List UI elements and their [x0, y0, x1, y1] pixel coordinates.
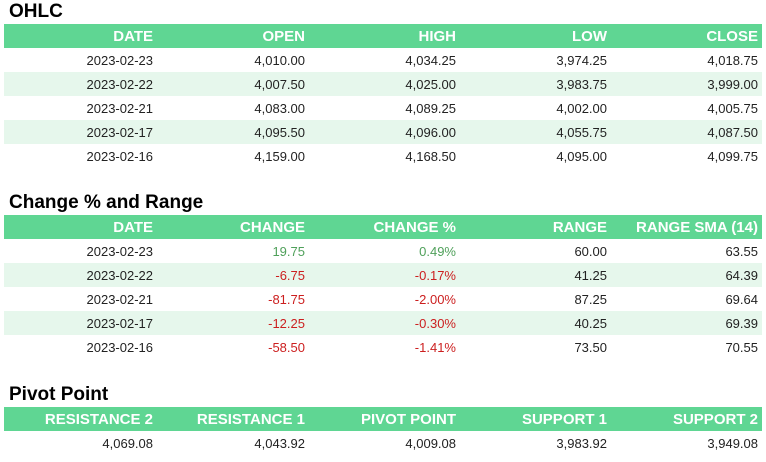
cell-range-sma: 70.55 — [725, 339, 758, 355]
ohlc-title: OHLC — [9, 1, 63, 22]
col-header-resistance-1: RESISTANCE 1 — [157, 407, 309, 431]
cell-open: 4,007.50 — [157, 72, 309, 96]
cell-low: 3,974.25 — [556, 52, 607, 68]
cell-date: 2023-02-21 — [86, 100, 154, 116]
cell-date: 2023-02-16 — [86, 339, 154, 355]
cell-range-sma: 69.39 — [611, 311, 762, 335]
cell-low: 4,002.00 — [556, 100, 607, 116]
col-header-change-pct: CHANGE % — [309, 215, 460, 239]
change-range-section: Change % and Range DATE CHANGE CHANGE % … — [4, 191, 762, 359]
cell-high: 4,034.25 — [405, 52, 456, 68]
cell-range-sma: 63.55 — [725, 243, 758, 259]
table-row: 2023-02-21 -81.75 -2.00% 87.25 69.64 — [4, 287, 762, 311]
cell-resistance-2: 4,069.08 — [102, 435, 153, 451]
cell-close: 4,087.50 — [611, 120, 762, 144]
cell-pivot-point: 4,009.08 — [405, 435, 456, 451]
ohlc-table: DATE OPEN HIGH LOW CLOSE 2023-02-23 4,01… — [4, 24, 762, 168]
cell-change: -12.25 — [157, 311, 309, 335]
cell-range-sma: 69.64 — [725, 291, 758, 307]
col-header-range: RANGE — [460, 215, 611, 239]
cell-range-sma: 64.39 — [611, 263, 762, 287]
ohlc-header-row: DATE OPEN HIGH LOW CLOSE — [4, 24, 762, 48]
col-header-resistance-2: RESISTANCE 2 — [4, 407, 157, 431]
cell-change: -81.75 — [268, 291, 305, 307]
table-row: 2023-02-17 -12.25 -0.30% 40.25 69.39 — [4, 311, 762, 335]
change-range-title: Change % and Range — [9, 192, 204, 213]
cell-change-pct: -0.17% — [309, 263, 460, 287]
ohlc-section: OHLC DATE OPEN HIGH LOW CLOSE 2023-02-23… — [4, 0, 762, 168]
cell-range: 41.25 — [460, 263, 611, 287]
cell-date: 2023-02-16 — [86, 148, 154, 164]
cell-close: 3,999.00 — [611, 72, 762, 96]
cell-low: 3,983.75 — [460, 72, 611, 96]
cell-range: 60.00 — [574, 243, 607, 259]
cell-date: 2023-02-23 — [86, 243, 154, 259]
col-header-support-2: SUPPORT 2 — [611, 407, 762, 431]
col-header-date: DATE — [4, 24, 157, 48]
cell-support-1: 3,983.92 — [556, 435, 607, 451]
col-header-high: HIGH — [309, 24, 460, 48]
cell-range: 40.25 — [460, 311, 611, 335]
table-row: 2023-02-23 4,010.00 4,034.25 3,974.25 4,… — [4, 48, 762, 72]
change-range-table: DATE CHANGE CHANGE % RANGE RANGE SMA (14… — [4, 215, 762, 359]
cell-date: 2023-02-21 — [86, 291, 154, 307]
cell-change: -6.75 — [157, 263, 309, 287]
col-header-close: CLOSE — [611, 24, 762, 48]
table-row: 2023-02-21 4,083.00 4,089.25 4,002.00 4,… — [4, 96, 762, 120]
pivot-point-table: RESISTANCE 2 RESISTANCE 1 PIVOT POINT SU… — [4, 407, 762, 455]
cell-close: 4,099.75 — [707, 148, 758, 164]
cell-open: 4,010.00 — [254, 52, 305, 68]
pivot-point-section: Pivot Point RESISTANCE 2 RESISTANCE 1 PI… — [4, 383, 762, 455]
cell-range: 73.50 — [574, 339, 607, 355]
col-header-low: LOW — [460, 24, 611, 48]
table-row: 2023-02-16 -58.50 -1.41% 73.50 70.55 — [4, 335, 762, 359]
cell-date: 2023-02-17 — [4, 120, 157, 144]
cell-change-pct: -0.30% — [309, 311, 460, 335]
cell-close: 4,018.75 — [707, 52, 758, 68]
pivot-point-title: Pivot Point — [9, 384, 109, 405]
col-header-date: DATE — [4, 215, 157, 239]
col-header-support-1: SUPPORT 1 — [460, 407, 611, 431]
table-row: 2023-02-23 19.75 0.49% 60.00 63.55 — [4, 239, 762, 263]
change-header-row: DATE CHANGE CHANGE % RANGE RANGE SMA (14… — [4, 215, 762, 239]
cell-change-pct: 0.49% — [419, 243, 456, 259]
cell-open: 4,159.00 — [254, 148, 305, 164]
pivot-header-row: RESISTANCE 2 RESISTANCE 1 PIVOT POINT SU… — [4, 407, 762, 431]
table-row: 2023-02-16 4,159.00 4,168.50 4,095.00 4,… — [4, 144, 762, 168]
table-row: 2023-02-17 4,095.50 4,096.00 4,055.75 4,… — [4, 120, 762, 144]
cell-high: 4,089.25 — [405, 100, 456, 116]
cell-date: 2023-02-22 — [4, 72, 157, 96]
col-header-pivot-point: PIVOT POINT — [309, 407, 460, 431]
cell-high: 4,168.50 — [405, 148, 456, 164]
cell-change: -58.50 — [268, 339, 305, 355]
cell-date: 2023-02-17 — [4, 311, 157, 335]
cell-change-pct: -2.00% — [414, 291, 456, 307]
col-header-open: OPEN — [157, 24, 309, 48]
cell-support-2: 3,949.08 — [707, 435, 758, 451]
cell-date: 2023-02-23 — [86, 52, 154, 68]
cell-open: 4,083.00 — [254, 100, 305, 116]
cell-change: 19.75 — [272, 243, 305, 259]
cell-change-pct: -1.41% — [414, 339, 456, 355]
cell-range: 87.25 — [574, 291, 607, 307]
cell-low: 4,055.75 — [460, 120, 611, 144]
cell-open: 4,095.50 — [157, 120, 309, 144]
cell-high: 4,096.00 — [309, 120, 460, 144]
cell-low: 4,095.00 — [556, 148, 607, 164]
cell-resistance-1: 4,043.92 — [254, 435, 305, 451]
cell-date: 2023-02-22 — [4, 263, 157, 287]
table-row: 2023-02-22 4,007.50 4,025.00 3,983.75 3,… — [4, 72, 762, 96]
table-row: 4,069.08 4,043.92 4,009.08 3,983.92 3,94… — [4, 431, 762, 455]
table-row: 2023-02-22 -6.75 -0.17% 41.25 64.39 — [4, 263, 762, 287]
cell-close: 4,005.75 — [707, 100, 758, 116]
cell-high: 4,025.00 — [309, 72, 460, 96]
col-header-change: CHANGE — [157, 215, 309, 239]
col-header-range-sma: RANGE SMA (14) — [611, 215, 762, 239]
